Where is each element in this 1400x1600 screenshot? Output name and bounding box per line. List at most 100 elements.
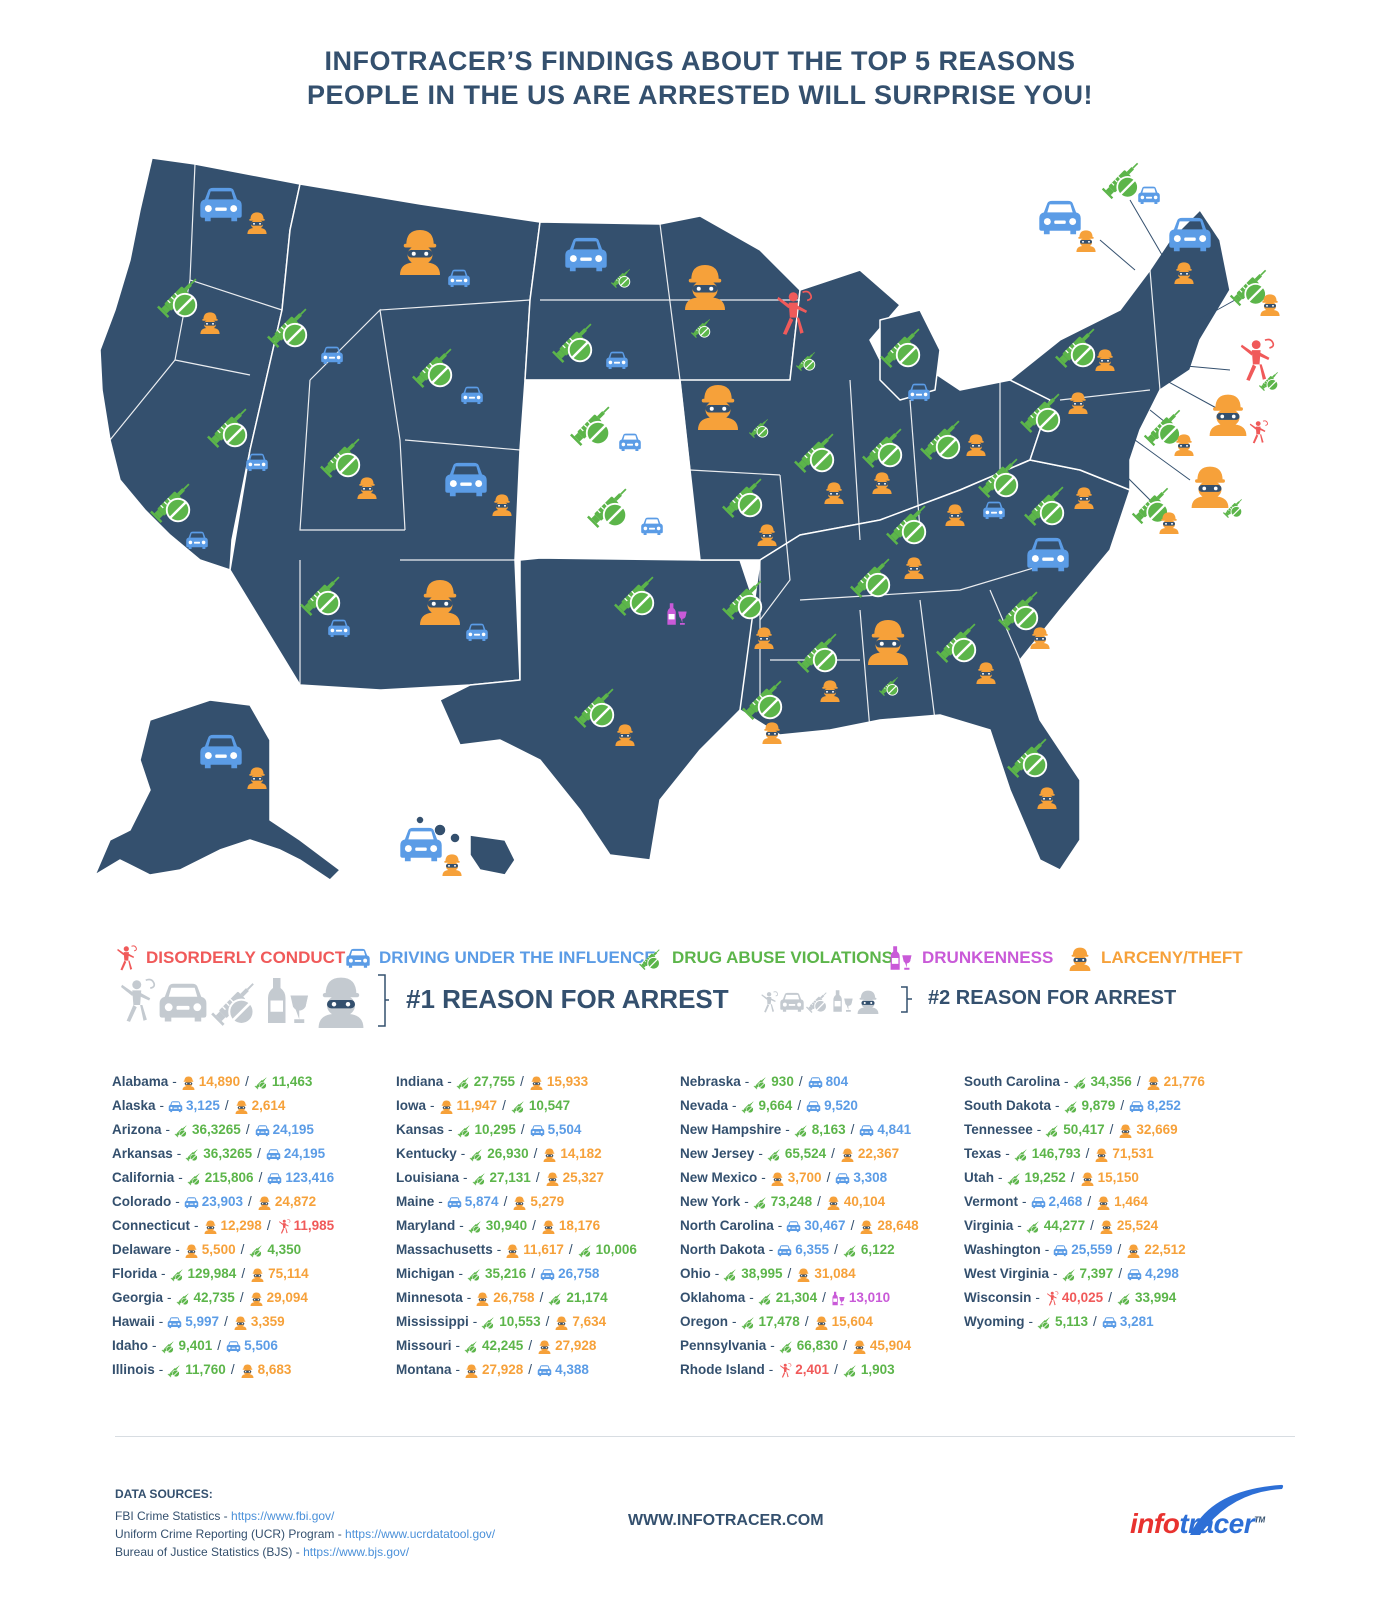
burglar-icon: [1097, 1196, 1110, 1210]
source-link[interactable]: https://www.fbi.gov/: [231, 1509, 335, 1523]
source-item: Uniform Crime Reporting (UCR) Program - …: [115, 1525, 495, 1543]
dash: -: [1035, 1290, 1040, 1305]
first-reason-value: 26,930: [487, 1146, 529, 1161]
car-icon: [530, 1124, 544, 1136]
burglar-icon: [241, 1364, 254, 1378]
second-reason-value: 21,174: [566, 1290, 608, 1305]
state-name: Texas: [964, 1146, 1002, 1161]
second-reason-value: 3,359: [250, 1314, 285, 1329]
syringe-pill-icon: [779, 1339, 794, 1354]
state-name: South Carolina: [964, 1074, 1061, 1089]
syringe-pill-icon: [753, 1075, 768, 1090]
burglar-icon: [860, 1220, 873, 1234]
dash: -: [165, 1122, 171, 1137]
car-icon: [787, 1220, 801, 1232]
dash: -: [459, 1218, 464, 1233]
logo-tm: TM: [1254, 1515, 1265, 1525]
dash: -: [785, 1122, 790, 1137]
separator: /: [1085, 1146, 1090, 1161]
separator: /: [217, 1338, 222, 1353]
state-row: Oklahoma - 21,304 / 13,010: [680, 1286, 919, 1310]
state-row: Virginia - 44,277 / 25,524: [964, 1214, 1205, 1238]
separator: /: [520, 1074, 524, 1089]
source-link[interactable]: https://www.bjs.gov/: [303, 1545, 410, 1559]
car-icon: [806, 1100, 821, 1112]
car-icon: [268, 1172, 282, 1184]
website-link[interactable]: WWW.INFOTRACER.COM: [628, 1512, 824, 1529]
second-reason-value: 8,683: [257, 1362, 292, 1377]
source-item: Bureau of Justice Statistics (BJS) - htt…: [115, 1543, 495, 1561]
separator: /: [539, 1290, 544, 1305]
first-reason-value: 9,879: [1081, 1098, 1116, 1113]
burglar-icon: [1119, 1124, 1132, 1138]
state-row: New Jersey - 65,524 / 22,367: [680, 1142, 919, 1166]
first-reason-value: 146,793: [1031, 1146, 1081, 1161]
dash: -: [744, 1074, 750, 1089]
disorderly-conduct-icon: [119, 978, 156, 1023]
first-reason-value: 21,304: [775, 1290, 818, 1305]
state-name: Tennessee: [964, 1122, 1033, 1137]
separator: /: [245, 1122, 250, 1137]
dash: -: [455, 1362, 461, 1377]
first-reason-value: 6,355: [795, 1242, 830, 1257]
state-name: Pennsylvania: [680, 1338, 767, 1353]
legend-label: DRIVING UNDER THE INFLUENCE: [379, 948, 656, 967]
car-icon: [540, 1268, 555, 1280]
separator: /: [850, 1218, 855, 1233]
state-row: Nebraska - 930 / 804: [680, 1070, 919, 1094]
state-column: South Carolina -34,356/21,776 South Dakota…: [964, 1070, 1205, 1334]
state-name: Maryland: [396, 1218, 456, 1233]
state-name: Missouri: [396, 1338, 452, 1353]
state-row: North Carolina - 30,467 / 28,648: [680, 1214, 919, 1238]
syringe-pill-icon: [481, 1315, 496, 1330]
second-reason-value: 24,872: [274, 1194, 317, 1209]
burglar-icon: [250, 1292, 263, 1306]
dash: -: [178, 1170, 183, 1185]
syringe-pill-icon: [511, 1099, 526, 1114]
first-reason-value: 10,553: [499, 1314, 541, 1329]
state-row: New Hampshire - 8,163 / 4,841: [680, 1118, 919, 1142]
syringe-pill-icon: [740, 1315, 755, 1330]
syringe-pill-icon: [209, 976, 261, 1028]
state-row: Maine - 5,874 / 5,279: [396, 1190, 637, 1214]
dash: -: [158, 1362, 164, 1377]
legend: DISORDERLY CONDUCT DRIVING UNDER THE INFL…: [0, 945, 1400, 975]
syringe-pill-icon: [456, 1123, 471, 1138]
state-row: Montana - 27,928 / 4,388: [396, 1358, 637, 1382]
state-name: Nebraska: [680, 1074, 741, 1089]
syringe-pill-icon: [805, 989, 830, 1014]
second-reason-value: 40,104: [843, 1194, 886, 1209]
first-reason-value: 7,397: [1079, 1266, 1114, 1281]
syringe-pill-icon: [1063, 1099, 1078, 1114]
dash: -: [152, 1338, 157, 1353]
car-icon: [1102, 1316, 1117, 1328]
dash: -: [744, 1194, 749, 1209]
legend-item-larceny: LARCENY/THEFT: [1067, 945, 1243, 971]
disorderly-conduct-icon: [278, 1218, 290, 1234]
state-row: Alaska - 3,125 / 2,614: [112, 1094, 334, 1118]
state-name: Arkansas: [112, 1146, 173, 1161]
syringe-pill-icon: [843, 1363, 858, 1378]
burglar-icon: [771, 1172, 784, 1186]
disorderly-conduct-icon: [116, 945, 137, 971]
burglar-icon: [1095, 1148, 1108, 1162]
first-reason-value: 50,417: [1063, 1122, 1105, 1137]
state-name: Oklahoma: [680, 1290, 746, 1305]
second-reason-value: 4,841: [877, 1122, 912, 1137]
state-row: Mississippi - 10,553 / 7,634: [396, 1310, 637, 1334]
bottle-glass-icon: [832, 1291, 845, 1305]
syringe-pill-icon: [167, 1363, 182, 1378]
separator: /: [532, 1218, 536, 1233]
separator: /: [502, 1098, 506, 1113]
first-reason-value: 42,735: [193, 1290, 235, 1305]
second-reason-value: 25,524: [1116, 1218, 1159, 1233]
second-reason-label: #2 REASON FOR ARREST: [928, 987, 1177, 1009]
source-link[interactable]: https://www.ucrdatatool.gov/: [345, 1527, 496, 1541]
burglar-icon: [234, 1316, 247, 1330]
state-name: Ohio: [680, 1266, 711, 1281]
separator: /: [568, 1242, 573, 1257]
separator: /: [850, 1122, 855, 1137]
second-reason-value: 28,648: [877, 1218, 919, 1233]
separator: /: [230, 1362, 235, 1377]
state-name: North Carolina: [680, 1218, 774, 1233]
